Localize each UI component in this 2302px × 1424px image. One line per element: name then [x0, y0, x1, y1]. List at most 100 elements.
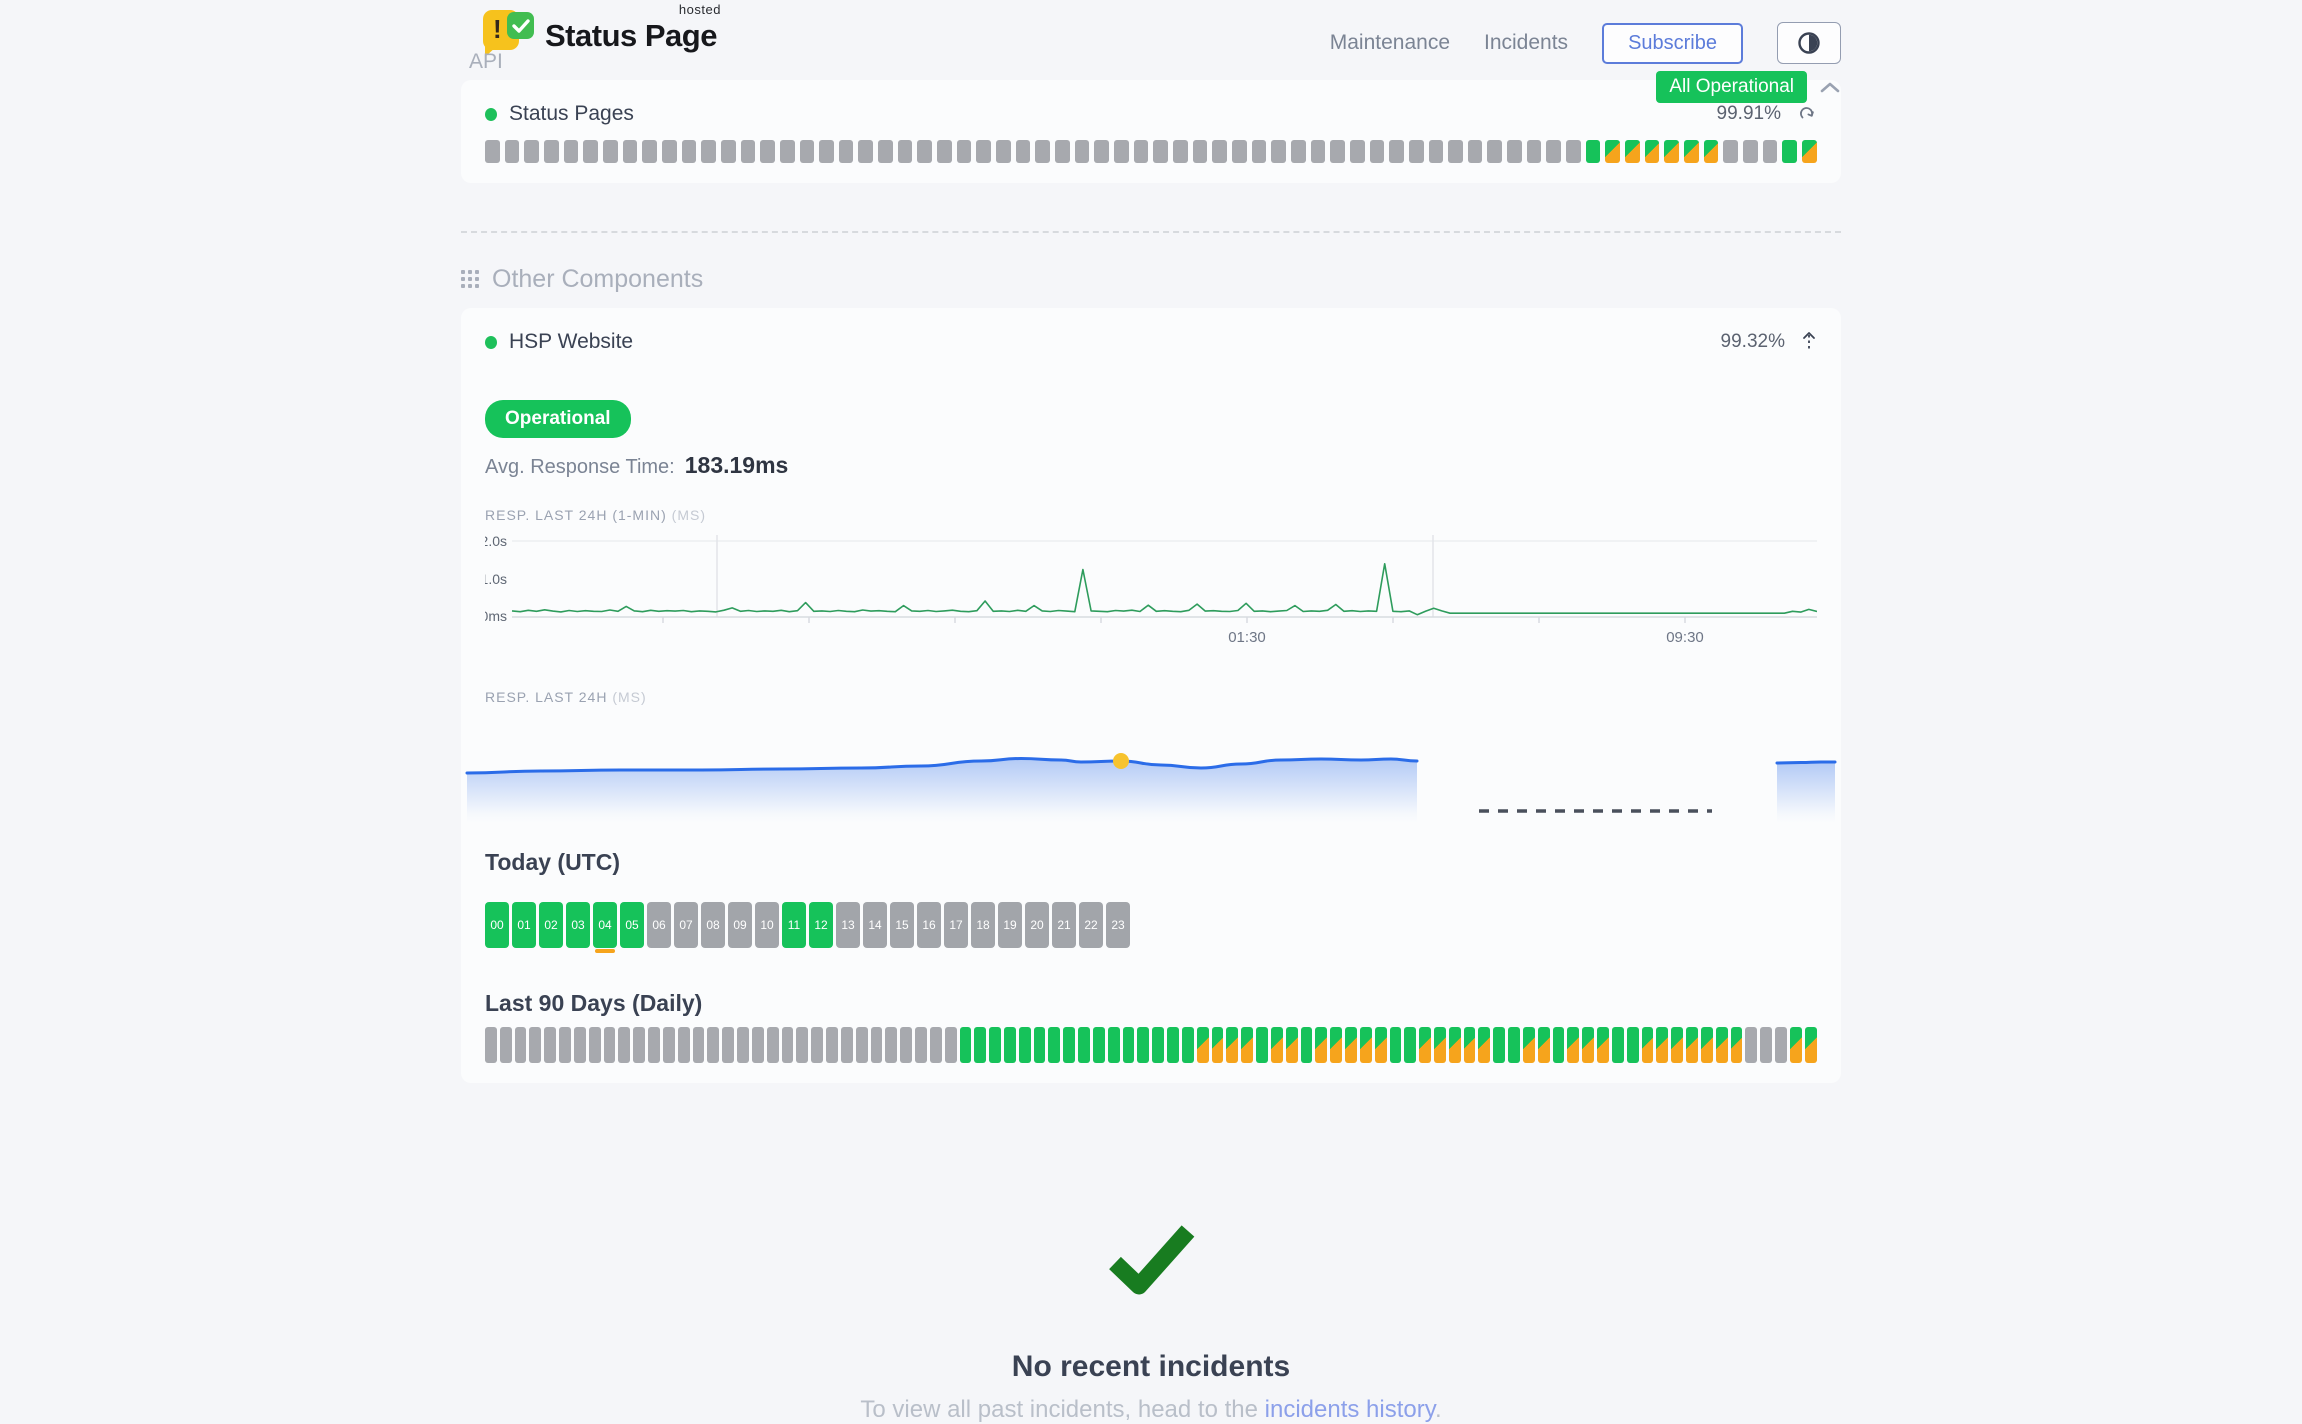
uptime-bar: [504, 140, 520, 163]
operational-badge: Operational: [485, 400, 631, 438]
uptime-bar: [485, 1027, 497, 1063]
uptime-bar: [1389, 1027, 1402, 1063]
theme-toggle-button[interactable]: [1777, 22, 1841, 64]
uptime-bar: [1626, 1027, 1639, 1063]
uptime-bar: [1801, 140, 1817, 163]
uptime-bar: [1566, 140, 1581, 163]
uptime-bar: [1526, 140, 1542, 163]
component-name: Status Pages: [509, 102, 634, 125]
hour-box-11: 11: [782, 902, 806, 948]
uptime-bar: [1133, 140, 1149, 163]
uptime-bar: [563, 140, 579, 163]
exclamation-icon: !: [493, 14, 502, 44]
uptime-bar: [1256, 1027, 1268, 1063]
uptime-bar: [878, 140, 893, 163]
uptime-bar: [1114, 140, 1129, 163]
uptime-bar: [1226, 1027, 1239, 1063]
brand-logo[interactable]: ! Status Page hosted: [483, 2, 720, 57]
uptime-bar: [811, 1027, 824, 1063]
uptime-bar: [642, 140, 657, 163]
subscribe-button[interactable]: Subscribe: [1602, 22, 1743, 64]
uptime-bar: [1196, 1027, 1209, 1063]
hour-box-04: 04: [593, 902, 617, 953]
uptime-bar: [1448, 140, 1463, 163]
uptime-bar: [1625, 140, 1640, 163]
uptime-bar: [900, 1027, 913, 1063]
uptime-bar: [855, 1027, 868, 1063]
overall-status-row: All Operational: [1656, 71, 1841, 103]
collapse-arrow-icon[interactable]: [1801, 331, 1817, 353]
uptime-bar: [1605, 140, 1621, 163]
avg-response-value: 183.19ms: [684, 452, 789, 478]
uptime-bar: [1703, 140, 1719, 163]
uptime-bar: [1408, 140, 1424, 163]
svg-text:0ms: 0ms: [485, 608, 507, 624]
uptime-bar: [1522, 1027, 1535, 1063]
chevron-up-icon[interactable]: [1819, 80, 1841, 94]
uptime-bar: [819, 140, 834, 163]
no-incidents-title: No recent incidents: [1011, 1350, 1291, 1383]
uptime-bars-90-days: [485, 1027, 1817, 1063]
uptime-bar: [740, 140, 756, 163]
uptime-bar: [917, 140, 933, 163]
response-time-area-chart: [461, 711, 1841, 841]
uptime-bar: [583, 140, 598, 163]
uptime-bar: [1290, 140, 1306, 163]
hour-box-13: 13: [836, 902, 860, 948]
uptime-percentage: 99.91%: [1716, 103, 1781, 124]
uptime-bar: [779, 140, 795, 163]
uptime-bar: [1251, 140, 1267, 163]
uptime-bar: [1782, 140, 1797, 163]
uptime-bar: [781, 1027, 794, 1063]
uptime-bar: [1300, 1027, 1313, 1063]
check-square-icon: [507, 12, 534, 39]
uptime-bar: [1172, 140, 1188, 163]
marker-dot: [1113, 753, 1129, 769]
hour-box-16: 16: [917, 902, 941, 948]
uptime-bar: [524, 140, 539, 163]
uptime-bar: [937, 140, 952, 163]
uptime-bar: [915, 1027, 927, 1063]
status-dot-green: [485, 107, 497, 121]
uptime-bar: [1641, 1027, 1654, 1063]
uptime-bar: [701, 140, 716, 163]
uptime-bar: [1055, 140, 1070, 163]
avg-response-row: Avg. Response Time: 183.19ms: [485, 452, 1817, 479]
uptime-bar: [996, 140, 1011, 163]
today-hour-grid: 00 01 02 03 04 05 06 07 08 09 10 11 12 13 14 15 16 17 18 19…: [485, 902, 1817, 953]
big-check-icon: [1101, 1223, 1201, 1299]
uptime-bar: [514, 1027, 527, 1063]
uptime-bar: [1804, 1027, 1817, 1063]
hour-box-18: 18: [971, 902, 995, 948]
uptime-bar: [1686, 1027, 1698, 1063]
section-title-api: API: [469, 50, 503, 73]
overall-status-badge[interactable]: All Operational: [1656, 71, 1807, 103]
uptime-bar: [1231, 140, 1247, 163]
uptime-bar: [1092, 1027, 1105, 1063]
incidents-history-link[interactable]: incidents history: [1264, 1396, 1435, 1423]
uptime-bar: [885, 1027, 898, 1063]
uptime-bar: [1478, 1027, 1491, 1063]
uptime-bar: [959, 1027, 972, 1063]
hour-box-22: 22: [1079, 902, 1103, 948]
nav: Maintenance Incidents Subscribe: [1330, 22, 1841, 64]
refresh-icon[interactable]: [1797, 104, 1817, 124]
hour-box-06: 06: [647, 902, 671, 948]
uptime-bar: [661, 140, 677, 163]
uptime-bar: [485, 140, 500, 163]
uptime-bar: [1122, 1027, 1135, 1063]
uptime-bar: [1074, 140, 1090, 163]
nav-link-maintenance[interactable]: Maintenance: [1329, 31, 1450, 54]
section-header-other-components: Other Components: [461, 265, 1841, 294]
nav-link-incidents[interactable]: Incidents: [1484, 31, 1569, 54]
hsp-website-card: HSP Website 99.32% Operational Avg. Resp…: [461, 308, 1841, 1083]
section-title-other-components: Other Components: [492, 265, 704, 293]
uptime-bar: [956, 140, 972, 163]
uptime-bar: [1389, 140, 1404, 163]
content-column: ! Status Page hosted Maintenance Inciden…: [461, 0, 1841, 1424]
status-dot-green: [485, 335, 497, 349]
uptime-bar: [1078, 1027, 1090, 1063]
uptime-bar: [1582, 1027, 1595, 1063]
uptime-bar: [1419, 1027, 1431, 1063]
uptime-bar: [751, 1027, 764, 1063]
